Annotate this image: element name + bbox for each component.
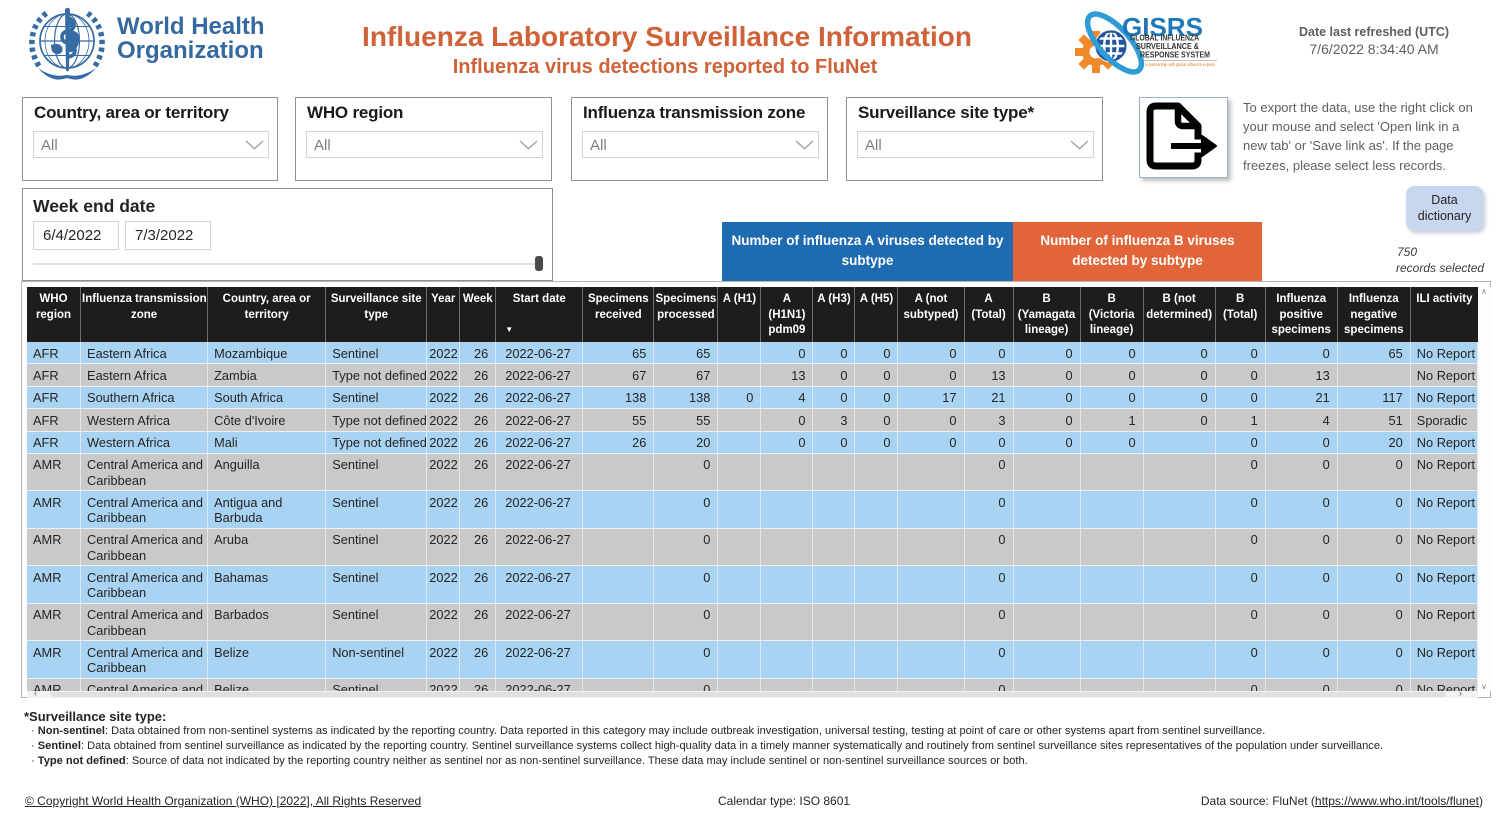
- svg-text:World Health: World Health: [117, 13, 265, 40]
- svg-text:RESPONSE SYSTEM: RESPONSE SYSTEM: [1140, 51, 1210, 60]
- svg-text:GLOBAL INFLUENZA: GLOBAL INFLUENZA: [1130, 34, 1199, 43]
- svg-text:Organization: Organization: [117, 37, 264, 64]
- svg-text:GISRS: GISRS: [1122, 12, 1203, 42]
- svg-text:SURVEILLANCE &: SURVEILLANCE &: [1136, 42, 1199, 51]
- svg-text:in partnership with global inf: in partnership with global influenza exp…: [1145, 62, 1216, 67]
